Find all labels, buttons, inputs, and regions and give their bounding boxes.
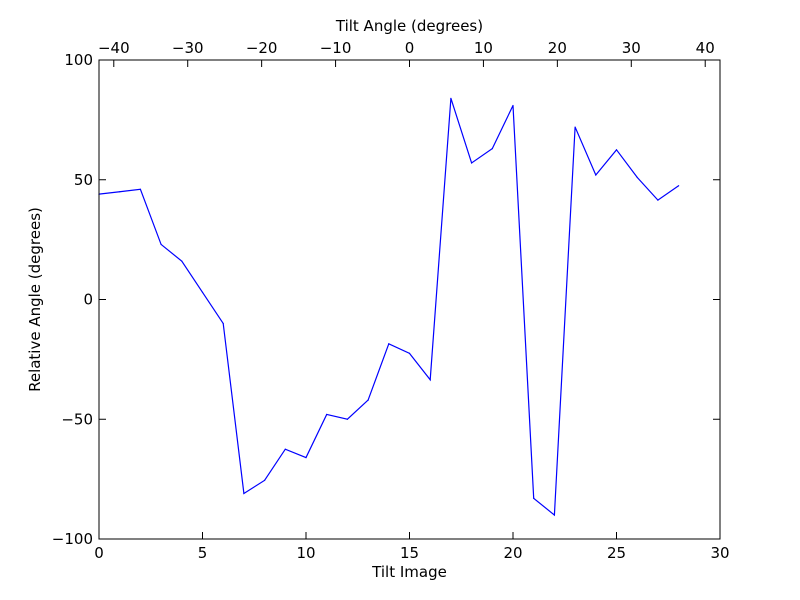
data-point [119, 191, 121, 193]
top-x-tick-label: 30 [622, 39, 641, 57]
x-tick-label: 15 [400, 544, 419, 562]
top-x-tick-label: −20 [246, 39, 278, 57]
data-point [284, 448, 286, 450]
top-x-tick-label: 20 [548, 39, 567, 57]
plot-marks [98, 97, 680, 517]
data-point [326, 413, 328, 416]
data-point [305, 456, 307, 459]
data-point [574, 126, 576, 128]
plot-frame [98, 59, 721, 540]
x-tick-label: 10 [296, 544, 315, 562]
top-x-tick-label: 10 [474, 39, 493, 57]
data-point [388, 343, 390, 345]
data-point [615, 149, 618, 151]
data-point [201, 291, 204, 293]
data-point [491, 148, 493, 150]
y-tick-label: 50 [74, 171, 93, 189]
x-tick-label: 25 [607, 544, 626, 562]
data-point [181, 260, 183, 262]
y-tick-label: 100 [64, 51, 93, 69]
data-point [243, 492, 245, 495]
data-point [222, 322, 224, 325]
data-point [450, 97, 452, 99]
data-point [533, 497, 535, 499]
y-tick-label: −50 [61, 410, 93, 428]
x-tick-label: 20 [503, 544, 522, 562]
data-point [139, 188, 141, 190]
data-point [595, 174, 597, 176]
x-tick-label: 30 [710, 544, 729, 562]
top-x-tick-label: −30 [172, 39, 204, 57]
axis-ticks: 0 5 10 15 20 25 30−40 −30 −20 −10 0 10 20 30 40−100−50… [52, 39, 730, 562]
x-axis-label: Tilt Image [371, 563, 447, 581]
y-tick-label: 0 [83, 291, 93, 309]
top-x-tick-label: 40 [696, 39, 715, 57]
data-point [429, 379, 431, 381]
top-x-tick-label: 0 [405, 39, 415, 57]
top-x-axis-label: Tilt Angle (degrees) [335, 17, 483, 35]
data-point [512, 104, 514, 107]
x-tick-label: 0 [94, 544, 104, 562]
data-point [367, 399, 369, 401]
data-point [636, 176, 638, 178]
y-tick-label: −100 [52, 530, 93, 548]
data-point [553, 514, 556, 516]
top-x-tick-label: −40 [98, 39, 130, 57]
top-x-tick-label: −10 [320, 39, 352, 57]
x-tick-label: 5 [198, 544, 208, 562]
data-point [408, 352, 411, 354]
data-point [471, 162, 473, 164]
data-point [657, 199, 659, 201]
data-point [678, 185, 680, 187]
data-point [264, 479, 266, 481]
y-axis-label: Relative Angle (degrees) [26, 207, 44, 392]
series-line-0 [98, 98, 679, 517]
data-point [160, 243, 162, 246]
data-point [346, 418, 348, 420]
